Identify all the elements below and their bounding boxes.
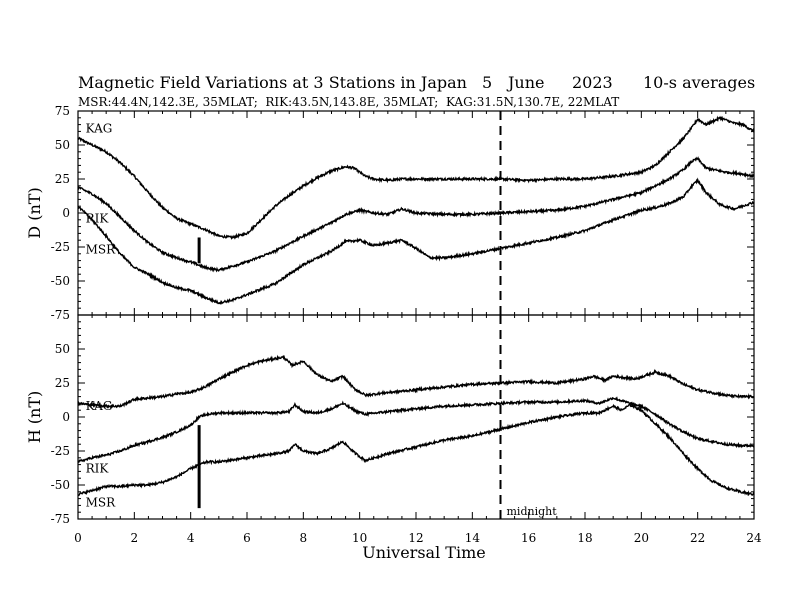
y-axis-label: H (nT)	[25, 391, 44, 444]
series-label-kag: KAG	[86, 122, 113, 136]
series-label-rik: RIK	[86, 462, 110, 476]
y-tick-label: 75	[55, 104, 70, 118]
y-tick-label: -25	[51, 444, 70, 458]
x-tick-label: 6	[243, 531, 251, 545]
series-line-kag	[77, 115, 755, 241]
series-line-kag	[77, 354, 755, 409]
x-tick-label: 2	[131, 531, 139, 545]
x-tick-label: 8	[300, 531, 308, 545]
y-tick-label: -50	[51, 478, 70, 492]
series-line-rik	[77, 396, 755, 464]
series-line-msr	[77, 177, 755, 306]
date-year: 2023	[572, 73, 613, 92]
series-label-kag: KAG	[86, 399, 113, 413]
midnight-label: midnight	[507, 505, 558, 518]
x-tick-label: 22	[690, 531, 705, 545]
x-tick-label: 10	[352, 531, 367, 545]
series-line-rik	[77, 156, 755, 273]
x-tick-label: 24	[746, 531, 762, 545]
x-tick-label: 0	[74, 531, 82, 545]
y-tick-label: -25	[51, 240, 70, 254]
date-day: 5	[482, 73, 492, 92]
y-tick-label: 0	[62, 206, 70, 220]
x-axis-label: Universal Time	[362, 543, 485, 562]
x-tick-label: 16	[521, 531, 536, 545]
series-line-msr	[78, 401, 755, 497]
y-tick-label: 25	[55, 172, 70, 186]
series-label-msr: MSR	[86, 243, 117, 257]
averaging-label: 10-s averages	[643, 73, 755, 92]
y-tick-label: -50	[51, 274, 70, 288]
date-month: June	[506, 73, 545, 92]
plot-panels: 75 50 25 0 -25 -50 -75 D (nT) KAG RIK MSR 50 25 0 -25 -…	[25, 104, 755, 526]
x-tick-label: 18	[577, 531, 592, 545]
y-tick-label: 50	[55, 138, 70, 152]
x-axis: 0 2 4 6 8 10 12 14 16 18 20 22 24	[74, 531, 762, 545]
panel-frame	[77, 314, 755, 520]
x-tick-label: 4	[187, 531, 195, 545]
y-tick-label: -75	[51, 512, 70, 526]
series-label-msr: MSR	[86, 496, 117, 510]
chart-title: Magnetic Field Variations at 3 Stations …	[78, 73, 467, 92]
panel-1: 75 50 25 0 -25 -50 -75 D (nT) KAG RIK MSR	[25, 104, 755, 322]
y-axis-label: D (nT)	[25, 187, 44, 238]
x-tick-label: 12	[408, 531, 423, 545]
x-tick-label: 14	[465, 531, 481, 545]
y-tick-label: 0	[62, 410, 70, 424]
panel-2: 50 25 0 -25 -50 -75 H (nT) KAG RIK MSR	[25, 314, 755, 526]
series-label-rik: RIK	[86, 211, 110, 225]
y-tick-label: -75	[51, 308, 70, 322]
x-tick-label: 20	[634, 531, 649, 545]
y-tick-label: 25	[55, 376, 70, 390]
y-tick-label: 50	[55, 342, 70, 356]
station-info: MSR:44.4N,142.3E, 35MLAT; RIK:43.5N,143.…	[78, 95, 619, 109]
